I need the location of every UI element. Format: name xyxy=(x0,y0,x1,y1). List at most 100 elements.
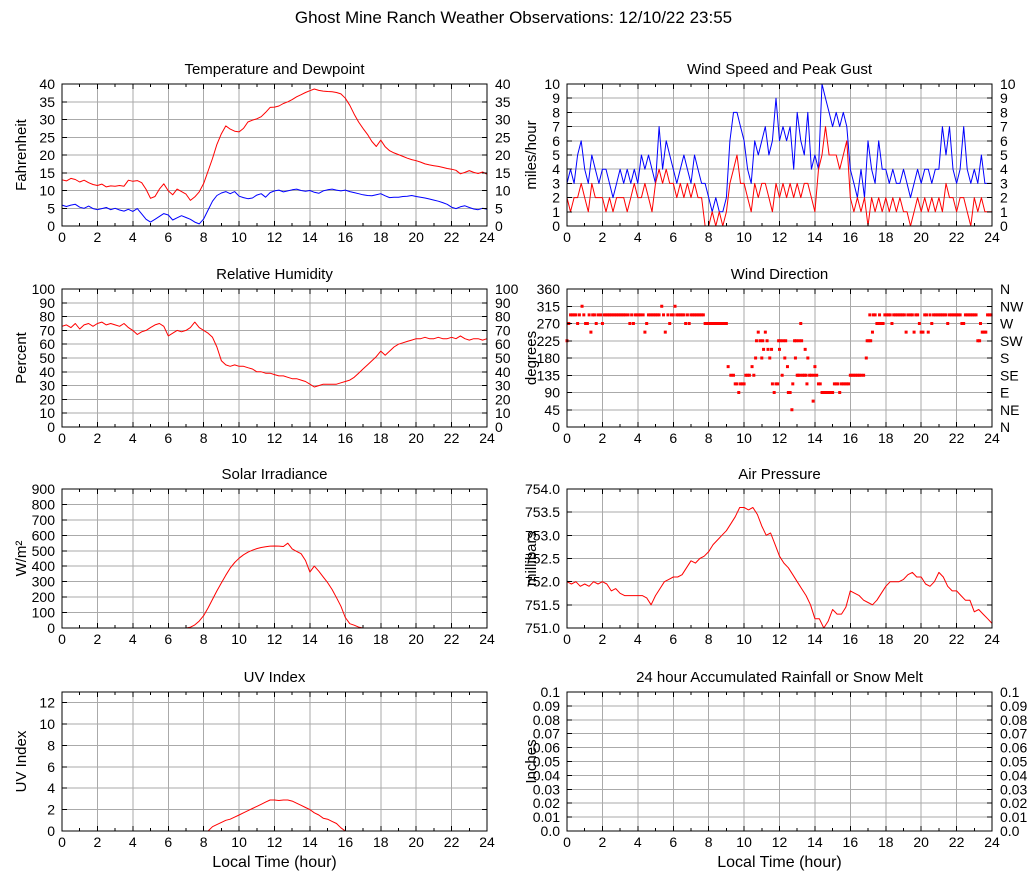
x-tick-label: 8 xyxy=(200,631,208,647)
data-point xyxy=(827,391,831,394)
y-tick-label-right: 20 xyxy=(495,147,511,163)
data-point xyxy=(841,382,845,386)
y-tick-label: 0.03 xyxy=(533,781,560,797)
data-point xyxy=(662,313,666,317)
x-tick-label: 18 xyxy=(373,430,389,446)
y-tick-label: 15 xyxy=(39,165,55,181)
chart-title: Air Pressure xyxy=(738,466,821,483)
data-point xyxy=(754,356,758,360)
data-point xyxy=(813,365,817,369)
data-point xyxy=(592,313,596,317)
y-tick-label-right: 40 xyxy=(495,364,511,380)
x-tick-label: 24 xyxy=(479,631,495,647)
data-point xyxy=(760,356,764,360)
y-tick-label: 1 xyxy=(552,204,560,220)
x-tick-label: 6 xyxy=(164,631,172,647)
x-tick-label: 6 xyxy=(669,631,677,647)
x-tick-label: 14 xyxy=(807,229,823,245)
y-tick-label-right: SW xyxy=(1000,333,1023,349)
data-point xyxy=(584,322,588,325)
y-axis-label: millibars xyxy=(523,531,540,586)
x-tick-label: 2 xyxy=(94,834,102,850)
data-point xyxy=(774,382,778,386)
y-tick-label: 0.02 xyxy=(533,795,560,811)
data-point xyxy=(960,322,964,325)
y-tick-label-right: 0.05 xyxy=(1000,754,1027,770)
data-point xyxy=(855,373,859,377)
data-point xyxy=(956,313,960,317)
x-tick-label: 0 xyxy=(563,631,571,647)
x-tick-label: 12 xyxy=(267,229,283,245)
y-tick-label: 80 xyxy=(39,309,55,325)
y-tick-label: 180 xyxy=(537,350,561,366)
data-point xyxy=(763,330,767,334)
y-tick-label-right: 0 xyxy=(495,419,503,435)
data-point xyxy=(641,313,645,317)
data-line xyxy=(61,188,488,225)
y-tick-label: 752.5 xyxy=(525,551,560,567)
y-tick-label: 90 xyxy=(39,295,55,311)
data-point xyxy=(687,322,691,325)
data-point xyxy=(780,373,784,377)
data-point xyxy=(989,313,993,317)
x-tick-label: 2 xyxy=(94,430,102,446)
data-point xyxy=(729,373,733,377)
x-tick-label: 10 xyxy=(231,430,247,446)
data-point xyxy=(798,373,802,377)
data-point xyxy=(839,382,843,386)
y-tick-label-right: 35 xyxy=(495,94,511,110)
data-point xyxy=(633,313,637,317)
data-point xyxy=(786,391,790,394)
y-tick-label: 753.5 xyxy=(525,504,560,520)
y-tick-label-right: 0.04 xyxy=(1000,767,1027,783)
data-point xyxy=(761,339,765,343)
data-point xyxy=(762,347,766,351)
y-tick-label: 20 xyxy=(39,391,55,407)
y-tick-label-right: 60 xyxy=(495,336,511,352)
x-tick-label: 0 xyxy=(58,430,66,446)
data-point xyxy=(643,330,647,334)
data-point xyxy=(808,373,812,377)
x-tick-label: 0 xyxy=(563,834,571,850)
data-line xyxy=(566,126,992,227)
data-point xyxy=(892,313,896,317)
x-tick-label: 16 xyxy=(338,834,354,850)
x-tick-label: 24 xyxy=(479,430,495,446)
data-point xyxy=(680,313,684,317)
y-tick-label: 70 xyxy=(39,322,55,338)
y-tick-label: 751.5 xyxy=(525,597,560,613)
data-point xyxy=(815,373,819,377)
y-tick-label-right: 6 xyxy=(1000,133,1008,149)
x-tick-label: 6 xyxy=(164,834,172,850)
y-tick-label: 0.07 xyxy=(533,726,560,742)
y-tick-label: 8 xyxy=(552,104,560,120)
x-tick-label: 24 xyxy=(984,834,1000,850)
data-point xyxy=(885,313,889,317)
data-point xyxy=(591,313,595,317)
data-point xyxy=(932,313,936,317)
data-point xyxy=(949,313,953,317)
data-point xyxy=(955,313,959,317)
data-point xyxy=(606,313,610,317)
data-point xyxy=(816,382,820,386)
data-point xyxy=(939,313,943,317)
y-tick-label-right: S xyxy=(1000,350,1009,366)
y-tick-label: 5 xyxy=(47,200,55,216)
x-tick-label: 2 xyxy=(599,229,607,245)
data-point xyxy=(958,313,962,317)
data-point xyxy=(946,322,950,325)
wind-speed-gust-chart: 0 2 4 6 8 10 12 14 16 18 20 22 240 01 12 23 34 45 56 67 78 89… xyxy=(523,61,1016,245)
data-point xyxy=(790,408,794,412)
data-point xyxy=(691,313,695,317)
data-point xyxy=(832,382,836,386)
y-tick-label: 12 xyxy=(39,695,55,711)
data-point xyxy=(873,313,877,317)
data-point xyxy=(620,313,624,317)
data-point xyxy=(742,382,746,386)
data-point xyxy=(914,313,918,317)
data-point xyxy=(714,322,718,325)
x-tick-label: 8 xyxy=(200,229,208,245)
